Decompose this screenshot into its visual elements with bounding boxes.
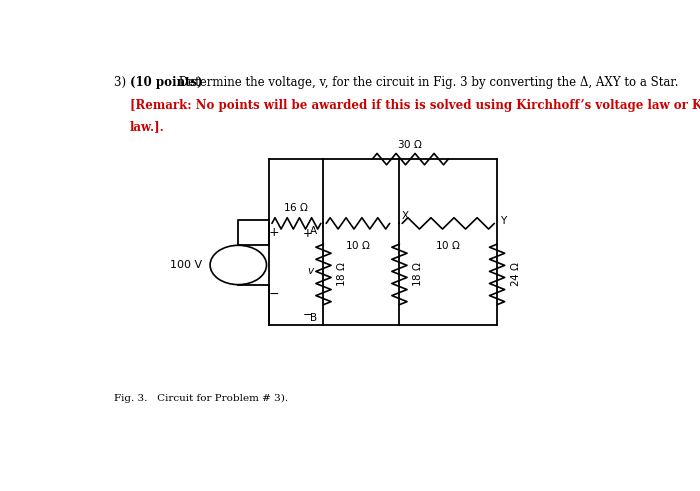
Text: law.].: law.]. [130,120,164,133]
Text: 18 $\Omega$: 18 $\Omega$ [412,261,424,287]
Text: A: A [310,226,317,236]
Text: X: X [402,211,409,221]
Text: 10 $\Omega$: 10 $\Omega$ [345,239,371,250]
Text: 18 $\Omega$: 18 $\Omega$ [335,261,347,287]
Text: 100 V: 100 V [170,260,202,270]
Text: −: − [302,308,312,322]
Text: Y: Y [500,216,507,226]
Text: Determine the voltage, v, for the circuit in Fig. 3 by converting the Δ, AXY to : Determine the voltage, v, for the circui… [175,76,678,89]
Text: 30 $\Omega$: 30 $\Omega$ [398,138,424,150]
Text: [Remark: No points will be awarded if this is solved using Kirchhoff’s voltage l: [Remark: No points will be awarded if th… [130,99,700,111]
Text: Fig. 3.   Circuit for Problem # 3).: Fig. 3. Circuit for Problem # 3). [113,393,288,403]
Text: 10 $\Omega$: 10 $\Omega$ [435,239,461,250]
Text: +: + [302,227,312,241]
Text: (10 points): (10 points) [130,76,202,89]
Text: 24 $\Omega$: 24 $\Omega$ [509,261,521,287]
Text: 3): 3) [113,76,133,89]
Text: +: + [268,225,279,239]
Text: B: B [310,313,317,323]
Text: v: v [307,266,313,275]
Text: 16 $\Omega$: 16 $\Omega$ [284,201,309,213]
Text: −: − [268,288,279,300]
